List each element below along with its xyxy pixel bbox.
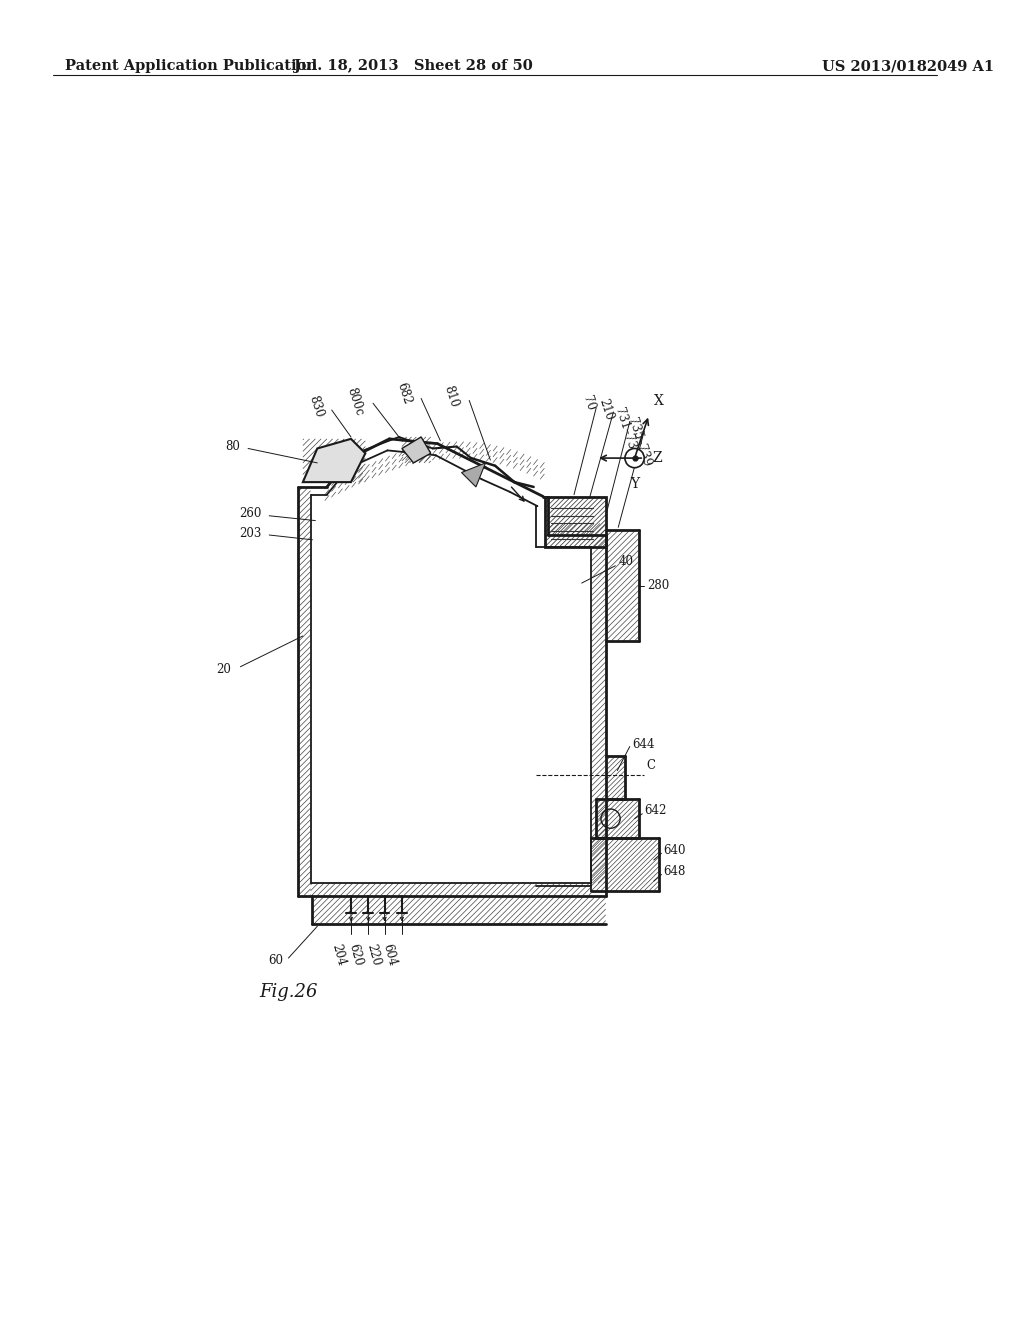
Text: Y: Y <box>630 478 639 491</box>
Text: 260: 260 <box>240 507 261 520</box>
Text: Z: Z <box>652 451 662 465</box>
Text: 648: 648 <box>664 865 686 878</box>
Text: 731–734: 731–734 <box>612 407 640 458</box>
Text: Patent Application Publication: Patent Application Publication <box>66 59 317 73</box>
Text: 40: 40 <box>618 556 633 569</box>
Text: 203: 203 <box>240 527 261 540</box>
Polygon shape <box>401 437 431 463</box>
Text: 70: 70 <box>581 393 597 412</box>
Text: 640: 640 <box>664 843 686 857</box>
Text: 644: 644 <box>633 738 655 751</box>
Text: 60: 60 <box>268 954 284 968</box>
Text: 204: 204 <box>330 942 347 968</box>
Polygon shape <box>303 438 366 482</box>
Text: 735–739: 735–739 <box>626 416 653 469</box>
Text: 620: 620 <box>346 942 365 968</box>
Text: Jul. 18, 2013   Sheet 28 of 50: Jul. 18, 2013 Sheet 28 of 50 <box>294 59 532 73</box>
Text: 810: 810 <box>441 384 460 409</box>
Text: US 2013/0182049 A1: US 2013/0182049 A1 <box>822 59 994 73</box>
Text: 20: 20 <box>216 663 230 676</box>
Text: Fig.26: Fig.26 <box>260 982 318 1001</box>
Text: 210: 210 <box>597 396 615 421</box>
Polygon shape <box>462 463 485 487</box>
Bar <box>545 496 606 546</box>
Text: 220: 220 <box>364 942 382 968</box>
Circle shape <box>625 449 644 467</box>
Text: X: X <box>653 395 664 408</box>
Text: 682: 682 <box>395 381 414 407</box>
Text: 80: 80 <box>225 440 241 453</box>
Text: 830: 830 <box>306 393 326 418</box>
Text: 642: 642 <box>644 804 667 817</box>
Text: 800c: 800c <box>345 385 367 417</box>
Text: 280: 280 <box>647 579 670 593</box>
Text: C: C <box>646 759 655 772</box>
Text: 604: 604 <box>380 942 398 968</box>
